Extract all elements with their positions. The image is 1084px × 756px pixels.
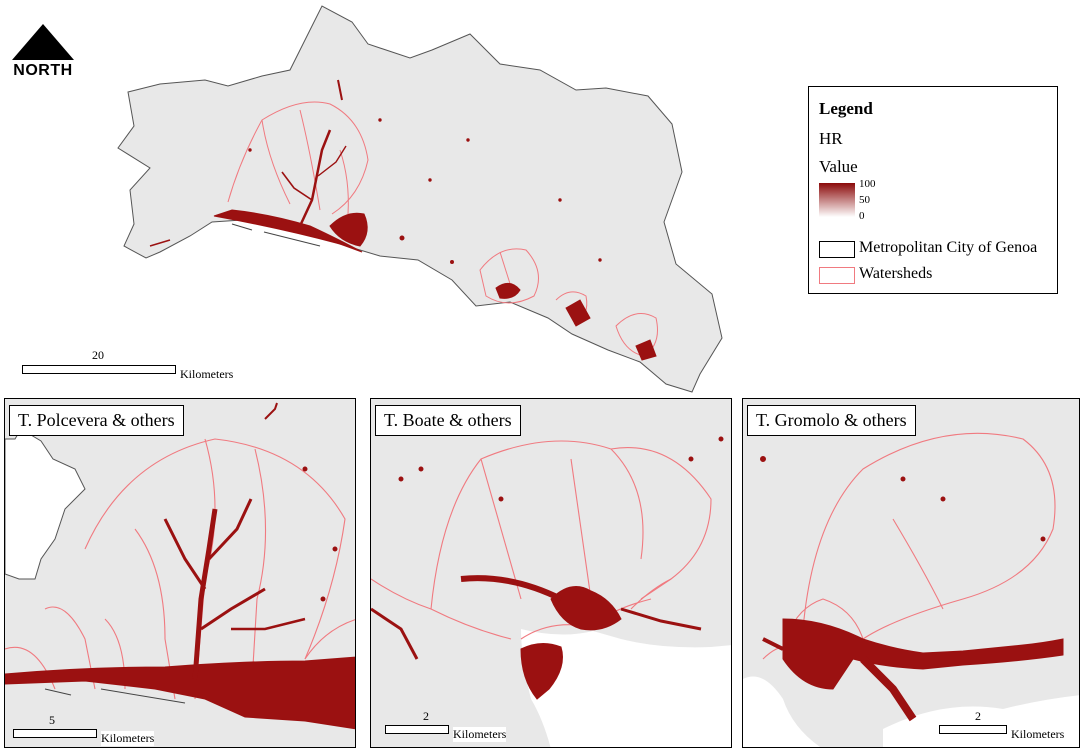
panel-title-boate: T. Boate & others: [375, 405, 521, 436]
panel-scale-unit: Kilometers: [1011, 727, 1065, 742]
panel-scalebar-polcevera: 5 Kilometers: [13, 713, 233, 746]
panel-scale-value: 5: [49, 713, 55, 727]
inset-map-boate: [371, 436, 731, 747]
panel-scale-unit: Kilometers: [101, 731, 155, 746]
legend-value-label: Value: [819, 157, 858, 176]
main-scale-value: 20: [92, 348, 104, 362]
north-arrow-icon: [12, 24, 74, 60]
inset-panel-boate[interactable]: T. Boate & others 2 Kilometers: [370, 398, 732, 748]
harbour-piers: [231, 223, 321, 247]
panel-scale-bar: [939, 725, 1007, 734]
legend-swatch-watersheds: [819, 267, 855, 284]
legend-title: Legend: [819, 99, 873, 118]
inset-panel-gromolo[interactable]: T. Gromolo & others 2 Kilometers: [742, 398, 1080, 748]
panel-scale-value: 2: [423, 709, 429, 723]
panel-title-polcevera: T. Polcevera & others: [9, 405, 184, 436]
legend-swatch-boundary: [819, 241, 855, 258]
panel-scale-unit: Kilometers: [453, 727, 507, 742]
metropolitan-city-boundary: [117, 5, 723, 393]
legend-color-ramp: [819, 183, 855, 217]
legend-item-boundary: Metropolitan City of Genoa: [859, 239, 1038, 256]
hazard-raster: [149, 79, 657, 361]
panel-scale-bar: [13, 729, 97, 738]
legend-layer-name: HR: [819, 129, 843, 148]
panel-scalebar-gromolo: 2 Kilometers: [939, 709, 1079, 742]
watersheds: [227, 101, 658, 357]
legend: Legend HR Value 100 50 0 Metropolitan Ci…: [808, 86, 1058, 294]
north-arrow: NORTH: [10, 22, 76, 82]
inset-panel-polcevera[interactable]: T. Polcevera & others 5 Kilometers: [4, 398, 356, 748]
panel-scale-bar: [385, 725, 449, 734]
legend-item-watersheds: Watersheds: [859, 265, 933, 282]
main-scalebar: 20 Kilometers: [22, 348, 282, 381]
inset-map-gromolo: [743, 432, 1079, 747]
panel-scale-value: 2: [975, 709, 981, 723]
inset-map-polcevera: [5, 402, 355, 730]
main-map[interactable]: [0, 0, 760, 400]
legend-ramp-tick-mid: 50: [859, 194, 870, 206]
north-label: NORTH: [13, 62, 73, 79]
panel-scalebar-boate: 2 Kilometers: [385, 709, 585, 742]
panel-title-gromolo: T. Gromolo & others: [747, 405, 916, 436]
legend-ramp-tick-high: 100: [859, 178, 876, 190]
main-scale-unit: Kilometers: [180, 367, 234, 381]
legend-ramp-tick-low: 0: [859, 210, 865, 222]
main-scale-bar: [22, 365, 176, 374]
